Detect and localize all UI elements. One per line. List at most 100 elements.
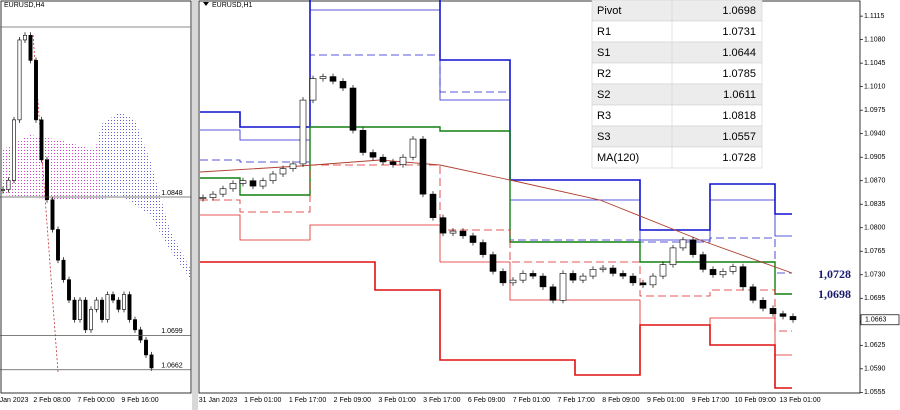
table-value: 1.0557 xyxy=(722,131,756,143)
table-row xyxy=(591,146,763,169)
x-tick-label: 9 Feb 16:00 xyxy=(121,397,158,404)
x-tick-label: 8 Feb 09:00 xyxy=(602,397,639,404)
candle xyxy=(133,319,137,331)
x-tick-label: 10 Feb 09:00 xyxy=(735,397,776,404)
candle xyxy=(144,339,148,356)
candle xyxy=(34,60,38,121)
y-tick-label: 1.1010 xyxy=(864,84,886,91)
left-panel: EURUSD,H4 xyxy=(0,0,192,394)
y-tick-label: 1.0625 xyxy=(864,342,886,349)
candle xyxy=(299,99,307,165)
candle xyxy=(479,242,487,255)
x-tick-label: 6 Feb 09:00 xyxy=(468,397,505,404)
y-tick-label: 1.0835 xyxy=(864,201,886,208)
y-tick-label: 1.0730 xyxy=(864,272,886,279)
y-tick-label: 1.0695 xyxy=(864,295,886,302)
candle xyxy=(138,329,143,341)
table-label: Pivot xyxy=(597,5,621,17)
candle xyxy=(349,87,357,131)
candle xyxy=(339,80,347,89)
candle xyxy=(499,271,507,284)
candle xyxy=(61,259,66,280)
table-label: R3 xyxy=(597,110,611,122)
table-label: R2 xyxy=(597,68,611,80)
candle xyxy=(489,254,497,272)
y-tick-label: 1.0590 xyxy=(864,366,886,373)
x-tick-label: 1 Feb 17:00 xyxy=(289,397,326,404)
candle xyxy=(209,193,217,198)
candle xyxy=(619,273,627,277)
x-tick-label: 2 Feb 09:00 xyxy=(334,397,371,404)
candle xyxy=(111,294,115,301)
x-tick-label: 7 Feb 01:00 xyxy=(513,397,550,404)
candle xyxy=(739,266,747,288)
candle xyxy=(6,179,11,190)
level-label: 1.0662 xyxy=(161,363,183,370)
candle xyxy=(629,275,637,284)
x-tick-label: 9 Feb 17:00 xyxy=(692,397,729,404)
table-label: S2 xyxy=(597,89,610,101)
candle xyxy=(599,267,607,270)
table-label: S1 xyxy=(597,47,610,59)
right-frame xyxy=(198,0,861,394)
ma-line xyxy=(199,159,793,274)
table-value: 1.0728 xyxy=(722,152,756,164)
x-tick-label: 7 Feb 00:00 xyxy=(77,397,114,404)
x-tick-label: 1 Feb 01:00 xyxy=(244,397,281,404)
candle xyxy=(589,269,597,277)
y-tick-label: 1.0765 xyxy=(864,248,886,255)
candle xyxy=(45,159,49,201)
candle xyxy=(459,230,467,237)
candle xyxy=(539,275,547,288)
candle xyxy=(249,180,257,187)
table-value: 1.0731 xyxy=(722,26,756,38)
y-tick-label: 1.0905 xyxy=(864,154,886,161)
x-tick-label: 2 Feb 08:00 xyxy=(33,397,70,404)
candle xyxy=(449,230,457,234)
x-tick-label: 31 Jan 2023 xyxy=(199,397,238,404)
table-value: 1.0698 xyxy=(722,5,756,17)
candle xyxy=(379,156,387,163)
candle xyxy=(89,309,93,331)
table-value: 1.0818 xyxy=(722,110,756,122)
candle xyxy=(389,161,397,165)
candle xyxy=(469,235,477,243)
table-value: 1.0644 xyxy=(722,47,756,59)
candle xyxy=(289,163,297,169)
candle xyxy=(369,152,377,158)
cloud xyxy=(100,112,191,280)
candle xyxy=(279,168,287,175)
x-tick-label: 3 Feb 01:00 xyxy=(378,397,415,404)
candle xyxy=(122,294,126,310)
x-tick-label: 9 Feb 01:00 xyxy=(647,397,684,404)
y-tick-label: 1.1045 xyxy=(864,60,886,67)
candle xyxy=(50,199,55,230)
candle xyxy=(199,197,207,199)
candle xyxy=(409,138,417,158)
candle xyxy=(669,247,677,265)
x-tick-label: 13 Feb 01:00 xyxy=(779,397,820,404)
candle xyxy=(219,188,227,195)
candle xyxy=(579,275,587,281)
candle xyxy=(39,119,44,161)
candle xyxy=(67,279,71,301)
table-value: 1.0785 xyxy=(722,68,756,80)
candle xyxy=(779,313,787,317)
candle xyxy=(259,180,267,187)
menu-icon xyxy=(203,2,209,6)
candle xyxy=(319,76,327,79)
candle xyxy=(100,299,104,320)
pivot-line xyxy=(200,126,792,295)
candle xyxy=(116,299,121,310)
candle xyxy=(149,354,154,369)
candle xyxy=(78,299,82,320)
candle xyxy=(709,269,717,276)
level-label: 1.0699 xyxy=(161,328,183,335)
candle xyxy=(72,299,77,320)
candle xyxy=(1,189,5,191)
candle xyxy=(559,273,567,301)
y-tick-label: 1.0555 xyxy=(864,389,886,396)
candle xyxy=(639,282,647,286)
candle xyxy=(569,273,577,281)
panel-title: EURUSD,H4 xyxy=(4,2,45,9)
